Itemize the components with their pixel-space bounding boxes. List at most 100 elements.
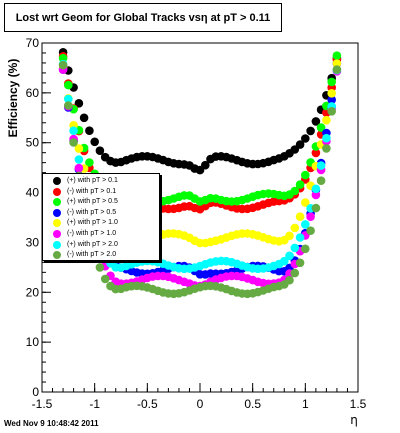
legend-entry: (-) with pT > 2.0 — [43, 250, 159, 260]
data-point — [332, 65, 342, 74]
data-point — [285, 251, 294, 261]
data-point — [295, 180, 305, 189]
data-point — [74, 99, 84, 108]
x-tick-label: -0.5 — [137, 397, 158, 411]
data-point — [322, 133, 331, 143]
data-point — [311, 148, 321, 158]
data-point — [69, 138, 78, 147]
data-point — [285, 231, 294, 241]
legend-label: (+) with pT > 2.0 — [67, 240, 118, 248]
legend-label: (+) with pT > 0.5 — [67, 198, 118, 206]
data-point — [74, 163, 84, 173]
data-point — [311, 190, 321, 200]
data-point — [85, 126, 94, 135]
legend-entry: (+) with pT > 0.1 — [43, 176, 159, 186]
data-point — [295, 233, 305, 242]
legend-marker — [53, 208, 61, 217]
x-tick-label: -1.5 — [32, 397, 53, 411]
legend-entry: (-) with pT > 0.5 — [43, 208, 159, 218]
data-point — [100, 274, 110, 284]
chart-title: Lost wrt Geom for Global Tracks vsη at p… — [4, 3, 282, 32]
y-tick-label: 60 — [26, 86, 40, 100]
y-tick-label: 10 — [26, 335, 40, 349]
data-point — [306, 212, 315, 221]
y-tick-label: 70 — [26, 36, 40, 50]
data-point — [311, 117, 321, 126]
data-point — [316, 123, 326, 132]
timestamp: Wed Nov 9 10:48:42 2011 — [4, 419, 99, 428]
legend-label: (-) with pT > 0.5 — [67, 208, 117, 216]
legend-marker — [53, 230, 61, 238]
x-tick-label: 1.5 — [350, 397, 367, 411]
data-point — [301, 220, 310, 229]
data-point — [285, 275, 294, 285]
data-point — [290, 268, 300, 278]
data-point — [64, 94, 73, 104]
data-point — [327, 95, 337, 105]
legend-marker — [53, 177, 61, 185]
legend-marker — [53, 251, 61, 260]
data-point — [301, 198, 310, 207]
data-point — [332, 59, 342, 68]
data-point — [290, 186, 300, 196]
legend-label: (-) with pT > 2.0 — [67, 251, 117, 259]
legend-marker — [53, 240, 61, 249]
x-axis-label: η — [350, 413, 358, 427]
data-point — [311, 184, 321, 194]
data-point — [332, 51, 342, 60]
legend-label: (-) with pT > 0.1 — [67, 187, 117, 195]
data-point — [327, 107, 337, 116]
chart-title-text: Lost wrt Geom for Global Tracks vsη at p… — [15, 11, 271, 24]
data-point — [295, 258, 305, 268]
legend-label: (-) with pT > 1.0 — [67, 230, 117, 237]
data-point — [322, 115, 331, 125]
legend-entry: (+) with pT > 0.5 — [43, 197, 159, 207]
y-tick-label: 50 — [26, 136, 40, 150]
x-tick-label: -1 — [89, 397, 100, 411]
y-tick-label: 20 — [26, 285, 40, 299]
data-point — [301, 244, 310, 254]
data-point — [295, 212, 305, 221]
data-point — [327, 89, 337, 98]
legend-entry: (-) with pT > 1.0 — [43, 229, 159, 239]
data-point — [95, 146, 105, 155]
data-point — [74, 144, 84, 153]
x-tick-label: 0.5 — [244, 397, 261, 411]
data-point — [295, 140, 305, 149]
data-point — [311, 203, 321, 213]
data-point — [64, 80, 73, 90]
data-point — [280, 256, 289, 266]
data-point — [58, 53, 68, 63]
legend-entry: (-) with pT > 0.1 — [43, 187, 159, 197]
data-point — [95, 263, 105, 272]
data-point — [327, 77, 337, 87]
data-point — [322, 144, 331, 153]
legend-marker — [53, 187, 61, 196]
data-point — [69, 126, 78, 135]
x-tick-label: 0 — [197, 397, 204, 411]
axes-frame: -1.5 -1 -0.5 0 0.5 1 1.5 0 10 20 30 40 50 60 70 — [26, 36, 367, 411]
legend-marker — [53, 198, 61, 207]
data-point — [290, 223, 300, 233]
legend-entry: (+) with pT > 1.0 — [43, 218, 159, 228]
y-tick-label: 0 — [32, 385, 39, 399]
data-point — [316, 161, 326, 170]
y-tick-label: 30 — [26, 235, 40, 249]
data-point — [316, 176, 326, 185]
legend-label: (+) with pT > 0.1 — [67, 177, 118, 184]
data-point — [201, 160, 210, 170]
chart-marks — [58, 48, 342, 299]
data-point — [79, 113, 89, 123]
x-tick-label: 1 — [302, 397, 309, 411]
legend-marker — [53, 219, 61, 228]
legend-entry: (+) with pT > 2.0 — [43, 240, 159, 250]
series-1 — [58, 48, 342, 175]
data-point — [306, 126, 315, 136]
data-point — [58, 60, 68, 70]
data-point — [85, 158, 94, 167]
data-point — [90, 137, 99, 147]
legend: (+) with pT > 0.1 (-) with pT > 0.1 (+) wi… — [42, 173, 160, 261]
data-point — [290, 243, 300, 253]
data-point — [306, 226, 315, 235]
